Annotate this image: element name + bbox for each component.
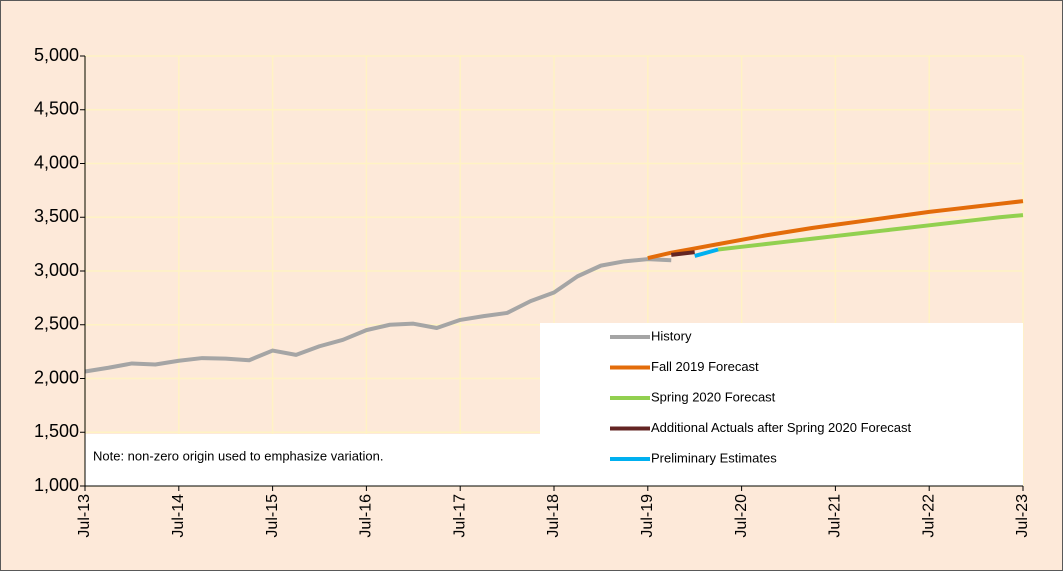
x-tick-label: Jul-19	[639, 494, 656, 538]
legend-label: Fall 2019 Forecast	[651, 359, 759, 374]
x-tick-label: Jul-18	[545, 494, 562, 538]
note-box	[85, 434, 540, 486]
x-tick-label: Jul-21	[827, 494, 844, 538]
legend-label: History	[651, 328, 692, 343]
y-tick-label: 4,500	[34, 99, 79, 119]
x-tick-label: Jul-20	[733, 494, 750, 538]
y-tick-label: 4,000	[34, 152, 79, 172]
y-tick-label: 5,000	[34, 45, 79, 65]
series-line	[671, 250, 695, 257]
y-tick-label: 2,000	[34, 367, 79, 387]
series-line	[84, 257, 672, 374]
y-tick-label: 1,500	[34, 421, 79, 441]
y-tick-label: 3,500	[34, 206, 79, 226]
lines	[84, 199, 1024, 374]
note: Note: non-zero origin used to emphasize …	[93, 448, 384, 463]
legend-label: Spring 2020 Forecast	[651, 389, 776, 404]
y-tick-label: 1,000	[34, 475, 79, 495]
x-tick-label: Jul-14	[170, 494, 187, 538]
y-tick-label: 2,500	[34, 314, 79, 334]
legend-box	[540, 323, 1023, 486]
legend: History Fall 2019 Forecast Spring 2020 For…	[610, 328, 912, 465]
series-line	[717, 213, 1024, 252]
x-tick-label: Jul-16	[358, 494, 375, 538]
x-tick-label: Jul-22	[920, 494, 937, 538]
series-line	[647, 199, 1024, 261]
x-tick-label: Jul-15	[264, 494, 281, 538]
legend-label: Additional Actuals after Spring 2020 For…	[651, 420, 912, 435]
x-tick-label: Jul-23	[1014, 494, 1031, 538]
x-tick-label: Jul-13	[76, 494, 93, 538]
legend-label: Preliminary Estimates	[651, 450, 777, 465]
series-line	[694, 247, 719, 258]
y-tick-label: 3,000	[34, 260, 79, 280]
x-tick-label: Jul-17	[451, 494, 468, 538]
